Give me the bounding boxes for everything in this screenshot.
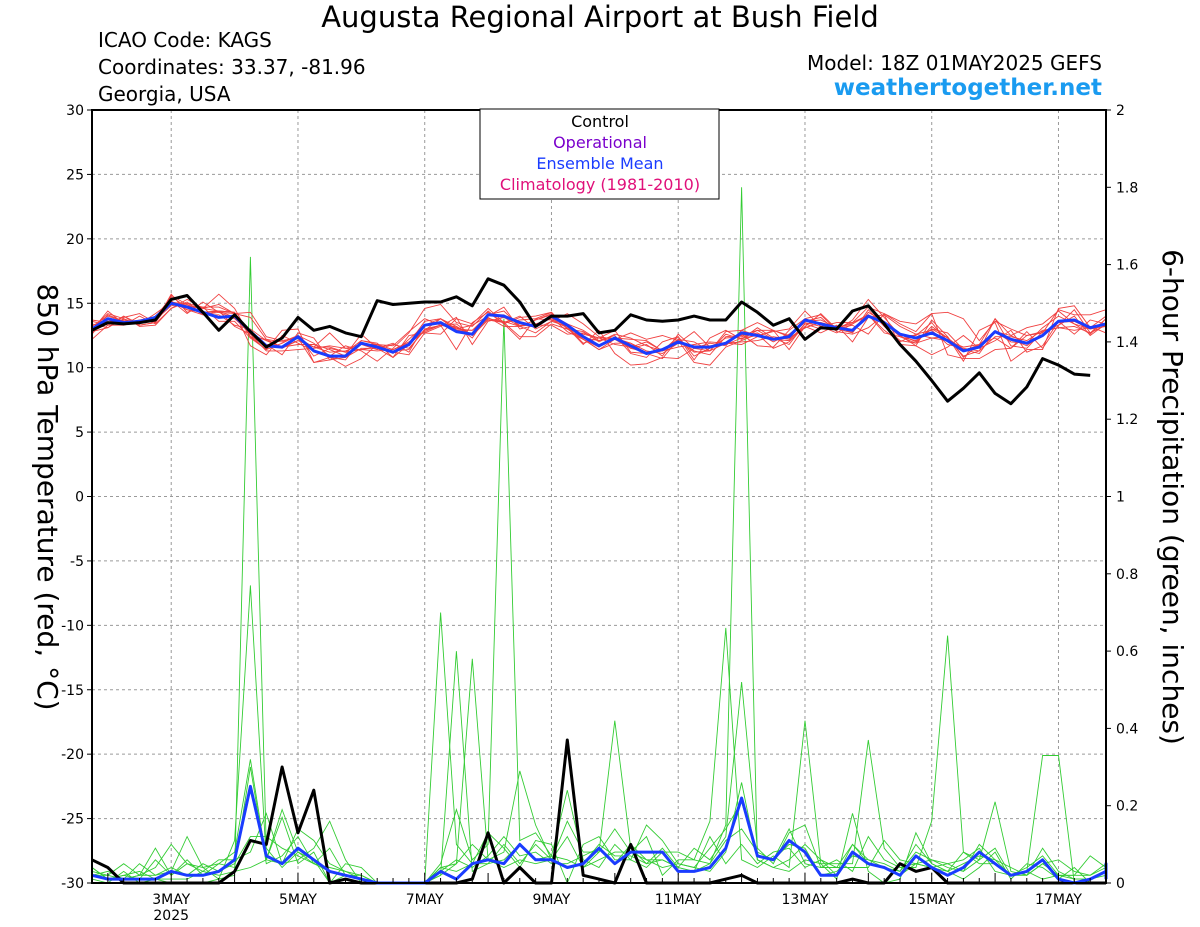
right-axis-label: 6-hour Precipitation (green, inches) [1156, 249, 1189, 745]
model-run: Model: 18Z 01MAY2025 GEFS [807, 51, 1102, 75]
x-tick-label: 15MAY [908, 892, 955, 908]
icao-code: ICAO Code: KAGS [98, 28, 272, 52]
temp-member-lines [91, 293, 1107, 367]
left-axis-label: 850 hPa Temperature (red, °C) [31, 283, 64, 710]
left-tick-label: 10 [66, 361, 84, 377]
right-tick-label: 1.4 [1116, 335, 1138, 351]
left-tick-label: -10 [61, 618, 84, 634]
right-tick-label: 0.4 [1116, 721, 1138, 737]
ensemble-mean-precip-line [91, 784, 1108, 885]
x-tick-year-label: 2025 [153, 908, 189, 924]
x-tick-label: 13MAY [782, 892, 829, 908]
right-tick-label: 1.2 [1116, 412, 1138, 428]
x-tick-label: 17MAY [1035, 892, 1082, 908]
temp-member-line [91, 300, 1107, 366]
legend-box [479, 108, 720, 200]
main-series-lines [91, 277, 1108, 885]
right-tick-label: 1.6 [1116, 258, 1138, 274]
precip-member-lines [91, 187, 1107, 885]
precip-member-line [91, 187, 1106, 885]
temp-member-line [91, 302, 1107, 357]
left-tick-label: 20 [66, 232, 84, 248]
left-tick-label: -5 [70, 554, 84, 570]
right-tick-label: 1 [1116, 490, 1125, 506]
right-tick-label: 0.6 [1116, 644, 1138, 660]
right-tick-label: 2 [1116, 103, 1125, 119]
x-tick-label: 11MAY [655, 892, 702, 908]
left-tick-label: -25 [61, 812, 84, 828]
x-tick-label: 5MAY [279, 892, 317, 908]
x-tick-label: 3MAY [152, 892, 190, 908]
region: Georgia, USA [98, 82, 231, 106]
temp-member-line [91, 293, 1107, 364]
right-tick-label: 0.8 [1116, 567, 1138, 583]
left-tick-label: 0 [75, 490, 84, 506]
coordinates: Coordinates: 33.37, -81.96 [98, 55, 366, 79]
temp-member-line [91, 301, 1107, 367]
left-tick-label: 5 [75, 425, 84, 441]
right-tick-label: 0.2 [1116, 799, 1138, 815]
legend-item-ensemble-mean: Ensemble Mean [536, 154, 663, 173]
precip-member-line [91, 766, 1107, 884]
left-axis-ticks: 30 25 20 15 10 5 0 -5 -10 -15 -20 -25 -30 [61, 103, 92, 892]
x-tick-label: 9MAY [532, 892, 570, 908]
legend-item-operational: Operational [553, 133, 647, 152]
left-tick-label: 15 [66, 296, 84, 312]
legend-item-control: Control [571, 112, 629, 131]
left-tick-label: 25 [66, 167, 84, 183]
left-tick-label: -30 [61, 876, 84, 892]
left-tick-label: -15 [61, 683, 84, 699]
precip-member-line [92, 256, 1106, 884]
legend: Control Operational Ensemble Mean Climat… [479, 108, 720, 200]
control-temp-line [91, 277, 1091, 406]
left-tick-label: -20 [61, 747, 84, 763]
right-tick-label: 0 [1116, 876, 1125, 892]
grid-lines [92, 109, 1106, 884]
site-link[interactable]: weathertogether.net [833, 75, 1102, 101]
chart-title: Augusta Regional Airport at Bush Field [321, 0, 879, 34]
right-axis-ticks: 2 1.8 1.6 1.4 1.2 1 0.8 0.6 0.4 0.2 0 [1106, 103, 1138, 892]
x-tick-label: 7MAY [406, 892, 444, 908]
left-tick-label: 30 [66, 103, 84, 119]
legend-item-climatology: Climatology (1981-2010) [500, 175, 700, 194]
right-tick-label: 1.8 [1116, 180, 1138, 196]
